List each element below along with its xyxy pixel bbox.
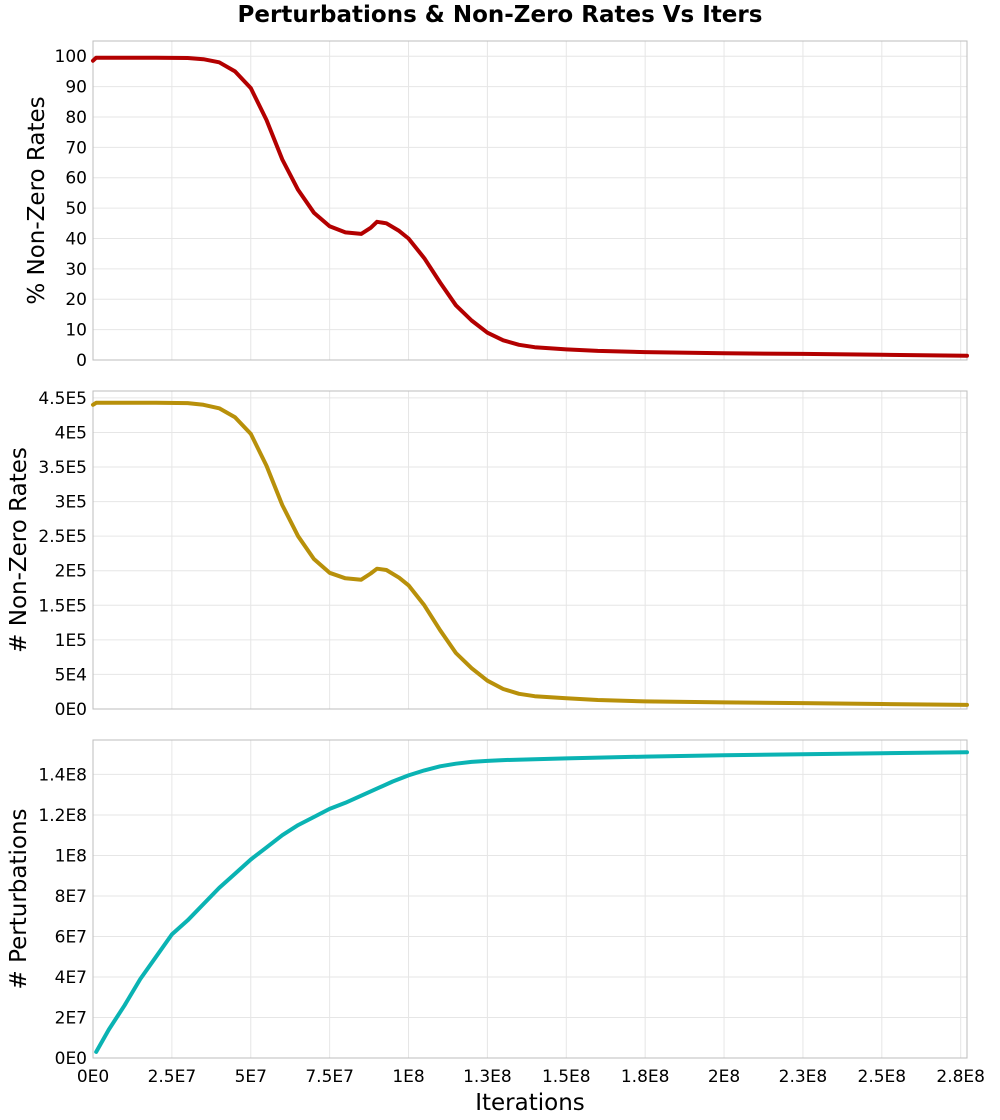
- y-tick-label: 1E8: [55, 846, 87, 866]
- plot-frame: [92, 40, 968, 361]
- y-tick-label: 60: [65, 169, 87, 189]
- y-tick-label: 5E4: [55, 665, 87, 685]
- x-tick-label: 7.5E7: [305, 1067, 354, 1087]
- series-line: [94, 750, 969, 1054]
- y-tick-label: 30: [65, 260, 87, 280]
- x-tick-label: 1.8E8: [621, 1067, 670, 1087]
- y-tick-label: 0E0: [55, 700, 87, 720]
- y-tick-label: 100: [55, 47, 87, 67]
- y-tick-label: 3.5E5: [38, 458, 87, 478]
- x-axis-label: Iterations: [475, 1090, 585, 1116]
- plot-frame: [92, 739, 968, 1059]
- x-tick-label: 1.3E8: [463, 1067, 512, 1087]
- y-tick-label: 8E7: [55, 887, 87, 907]
- y-tick-label: 4.5E5: [38, 389, 87, 409]
- series-line: [91, 55, 969, 358]
- y-tick-label: 90: [65, 78, 87, 98]
- y-tick-label: 4E5: [55, 423, 87, 443]
- plot-frame: [92, 390, 968, 710]
- panel-1: 0 10 20 30 40 50 60 70 80 90 100 % Non-Zero Rates: [24, 40, 969, 371]
- x-tick-label: 0E0: [77, 1067, 109, 1087]
- panel-2: 0E0 5E4 1E5 1.5E5 2E5 2.5E5 3E5 3.5E5 4E5 4.5E5 # …: [6, 389, 969, 720]
- y-axis-label: # Perturbations: [6, 808, 32, 989]
- y-tick-label: 40: [65, 229, 87, 249]
- chart-panels: 0 10 20 30 40 50 60 70 80 90 100 % Non-Zero Rates 0E…: [6, 40, 985, 1087]
- y-axis-label: # Non-Zero Rates: [6, 447, 32, 653]
- x-tick-label: 2E8: [708, 1067, 740, 1087]
- y-tick-label: 20: [65, 290, 87, 310]
- x-tick-label: 1E8: [392, 1067, 424, 1087]
- x-tick-label: 1.5E8: [542, 1067, 591, 1087]
- y-tick-label: 2E5: [55, 562, 87, 582]
- y-tick-label: 0: [76, 351, 87, 371]
- series-line: [91, 400, 969, 707]
- y-tick-label: 50: [65, 199, 87, 219]
- y-tick-label: 3E5: [55, 493, 87, 513]
- y-tick-label: 4E7: [55, 968, 87, 988]
- y-tick-label: 6E7: [55, 927, 87, 947]
- y-tick-label: 80: [65, 108, 87, 128]
- y-tick-label: 2.5E5: [38, 527, 87, 547]
- x-tick-label: 2.5E7: [148, 1067, 197, 1087]
- y-tick-label: 1E5: [55, 631, 87, 651]
- y-tick-label: 1.2E8: [38, 806, 87, 826]
- y-tick-label: 0E0: [55, 1049, 87, 1069]
- x-tick-label: 2.5E8: [858, 1067, 907, 1087]
- y-tick-label: 2E7: [55, 1008, 87, 1028]
- panel-3: 0E0 2E7 4E7 6E7 8E7 1E8 1.2E8 1.4E8 # Perturbati…: [6, 739, 985, 1087]
- y-tick-label: 10: [65, 321, 87, 341]
- x-tick-label: 2.8E8: [936, 1067, 985, 1087]
- x-tick-label: 2.3E8: [779, 1067, 828, 1087]
- y-tick-label: 70: [65, 138, 87, 158]
- y-axis-label: % Non-Zero Rates: [24, 96, 50, 304]
- y-tick-label: 1.5E5: [38, 596, 87, 616]
- x-tick-label: 5E7: [235, 1067, 267, 1087]
- y-tick-label: 1.4E8: [38, 765, 87, 785]
- chart-title: Perturbations & Non-Zero Rates Vs Iters: [238, 2, 763, 28]
